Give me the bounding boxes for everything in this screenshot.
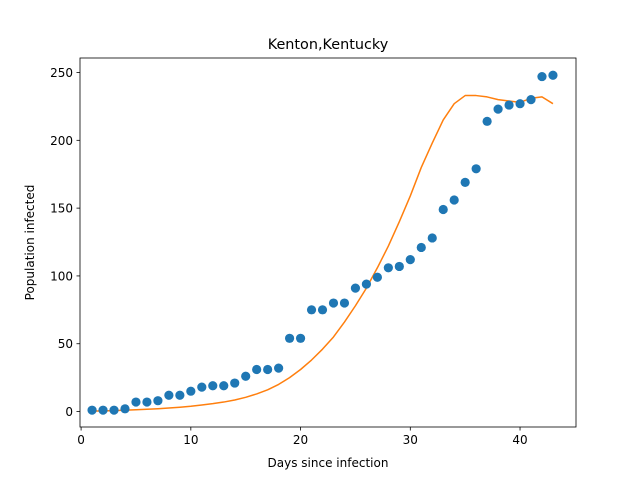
data-point: [504, 100, 514, 110]
data-point: [350, 283, 361, 293]
chart-title: Kenton,Kentucky: [268, 37, 389, 53]
data-point: [438, 204, 448, 215]
data-point: [164, 390, 174, 400]
data-point: [120, 404, 130, 414]
data-point: [372, 272, 382, 282]
data-point: [87, 405, 97, 415]
data-point: [317, 305, 328, 315]
data-point: [142, 397, 152, 407]
data-point: [394, 261, 404, 272]
y-tick-label: 150: [50, 202, 73, 216]
data-point: [230, 378, 240, 388]
y-tick-label: 200: [50, 134, 73, 148]
plot-frame: [79, 57, 577, 428]
x-tick-label: 30: [403, 433, 418, 447]
fit-line: [92, 94, 554, 412]
data-point: [98, 405, 108, 415]
data-point: [241, 371, 251, 381]
y-tick-label: 50: [58, 337, 73, 351]
fit-line-layer: [92, 94, 554, 412]
y-axis-label: Population infected: [23, 185, 37, 301]
data-point: [131, 397, 141, 407]
data-point: [383, 263, 393, 273]
data-point: [449, 195, 459, 205]
data-point: [295, 333, 306, 343]
data-point: [493, 104, 503, 114]
x-tick-label: 0: [77, 433, 85, 447]
data-point: [284, 333, 295, 343]
data-point: [197, 382, 207, 392]
y-tick-label: 250: [50, 66, 73, 80]
data-point: [328, 298, 339, 308]
data-point: [460, 177, 470, 187]
data-point: [153, 396, 163, 406]
data-point: [548, 70, 558, 80]
y-tick-label: 100: [50, 269, 73, 283]
x-tick-label: 40: [512, 433, 527, 447]
data-point: [339, 298, 350, 308]
x-axis-label: Days since infection: [268, 456, 389, 470]
data-point: [537, 71, 547, 82]
data-point: [252, 364, 262, 375]
data-point: [175, 390, 185, 400]
scatter-points-layer: [87, 70, 558, 415]
data-point: [471, 164, 481, 174]
data-point: [306, 305, 317, 315]
data-point: [208, 381, 218, 391]
data-point: [405, 255, 415, 265]
data-point: [186, 386, 196, 396]
data-point: [515, 99, 525, 109]
data-point: [263, 364, 273, 375]
data-point: [482, 116, 492, 126]
data-point: [361, 279, 372, 289]
data-point: [526, 95, 536, 105]
y-axis: 0 50 100 150 200 250: [50, 66, 80, 419]
x-tick-label: 20: [293, 433, 308, 447]
x-axis: 0 10 20 30 40: [77, 427, 528, 447]
data-point: [416, 242, 426, 253]
data-point: [427, 233, 437, 243]
y-tick-label: 0: [65, 405, 73, 419]
x-tick-label: 10: [183, 433, 198, 447]
data-point: [274, 363, 284, 373]
data-point: [109, 405, 119, 415]
data-point: [219, 381, 229, 391]
